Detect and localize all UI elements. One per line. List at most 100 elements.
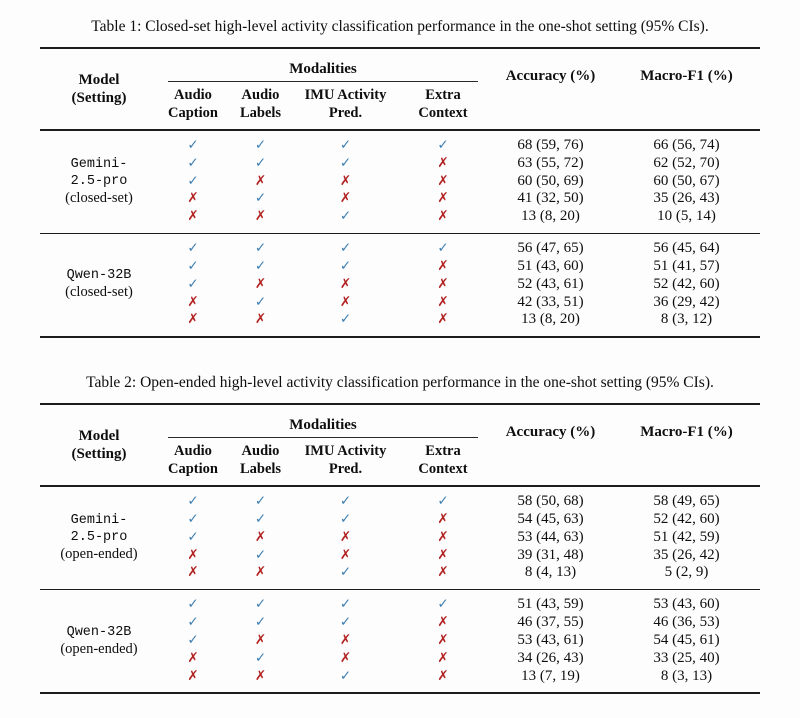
check-icon: ✓ (437, 493, 449, 510)
macro-f1-value: 54 (45, 61) (653, 631, 720, 648)
column-header-macro-f1: Macro-F1 (%) (640, 423, 733, 440)
table2: Model (Setting) Modalities Audio Caption… (40, 403, 760, 695)
accuracy-value: 52 (43, 61) (517, 275, 584, 292)
imu-activity-line1: IMU Activity (304, 443, 387, 460)
audio-labels-line2: Labels (239, 461, 282, 478)
extra-context-line1: Extra (425, 87, 461, 103)
column-header-accuracy: Accuracy (%) (505, 67, 596, 84)
column-header-modalities: Modalities (168, 60, 478, 82)
check-icon: ✓ (437, 240, 449, 257)
check-icon: ✓ (187, 631, 199, 648)
cross-icon: ✗ (339, 293, 352, 310)
check-icon: ✓ (187, 275, 199, 292)
paper-page: Table 1: Closed-set high-level activity … (40, 18, 760, 695)
check-icon: ✓ (339, 596, 352, 613)
macro-f1-value: 36 (29, 42) (653, 293, 720, 310)
macro-f1-value: 51 (42, 59) (653, 528, 720, 545)
cross-icon: ✗ (187, 546, 199, 563)
table1-caption: Table 1: Closed-set high-level activity … (91, 18, 709, 35)
check-icon: ✓ (187, 596, 199, 613)
model-name: Gemini- (70, 156, 128, 172)
macro-f1-value: 52 (42, 60) (653, 275, 720, 292)
accuracy-value: 34 (26, 43) (517, 649, 584, 666)
model-label-cell: Gemini- 2.5-pro (open-ended) (40, 493, 158, 582)
macro-f1-value: 8 (3, 13) (660, 667, 713, 684)
extra-context-line2: Context (418, 105, 468, 121)
check-icon: ✓ (254, 240, 267, 257)
cross-icon: ✗ (187, 190, 199, 207)
model-name: Qwen-32B (66, 624, 132, 640)
column-header-imu-activity-pred: IMU Activity Pred. (293, 82, 398, 126)
model-group-qwen-closed: Qwen-32B (closed-set) ✓ ✓ ✓ ✓ 56 (47, 65) 56 (4… (40, 234, 760, 336)
accuracy-value: 41 (32, 50) (517, 190, 584, 207)
check-icon: ✓ (339, 564, 352, 581)
check-icon: ✓ (254, 546, 267, 563)
cross-icon: ✗ (339, 546, 352, 563)
accuracy-value: 53 (43, 61) (517, 631, 584, 648)
cross-icon: ✗ (437, 172, 449, 189)
column-header-audio-caption: Audio Caption (158, 82, 228, 126)
check-icon: ✓ (339, 493, 352, 510)
model-group-qwen-open: Qwen-32B (open-ended) ✓ ✓ ✓ ✓ 51 (43, 59) 53 (4… (40, 590, 760, 692)
model-name: Gemini- (70, 512, 128, 528)
accuracy-value: 56 (47, 65) (517, 240, 584, 257)
check-icon: ✓ (187, 240, 199, 257)
macro-f1-value: 51 (41, 57) (653, 257, 720, 274)
cross-icon: ✗ (437, 257, 449, 274)
table2-header: Model (Setting) Modalities Audio Caption… (40, 405, 760, 485)
macro-f1-value: 46 (36, 53) (653, 614, 720, 631)
cross-icon: ✗ (187, 667, 199, 684)
macro-f1-value: 66 (56, 74) (653, 137, 720, 153)
accuracy-value: 51 (43, 60) (517, 257, 584, 274)
check-icon: ✓ (254, 510, 267, 527)
check-icon: ✓ (187, 510, 199, 527)
cross-icon: ✗ (437, 649, 449, 666)
audio-labels-line1: Audio (241, 87, 280, 103)
cross-icon: ✗ (254, 667, 267, 684)
check-icon: ✓ (339, 208, 352, 225)
cross-icon: ✗ (437, 631, 449, 648)
imu-activity-line1: IMU Activity (304, 87, 387, 103)
column-header-macro-f1: Macro-F1 (%) (640, 67, 733, 84)
column-header-model: Model (Setting) (40, 51, 158, 126)
cross-icon: ✗ (437, 510, 449, 527)
accuracy-value: 54 (45, 63) (517, 510, 584, 527)
imu-activity-line2: Pred. (328, 461, 363, 478)
check-icon: ✓ (254, 493, 267, 510)
check-icon: ✓ (254, 596, 267, 613)
accuracy-value: 42 (33, 51) (517, 293, 584, 310)
column-header-audio-labels: Audio Labels (228, 438, 293, 482)
audio-labels-line1: Audio (241, 443, 280, 460)
table-rule-bottom (40, 692, 760, 695)
audio-caption-line2: Caption (168, 105, 218, 121)
check-icon: ✓ (254, 137, 267, 153)
cross-icon: ✗ (437, 293, 449, 310)
cross-icon: ✗ (437, 528, 449, 545)
cross-icon: ✗ (437, 154, 449, 171)
accuracy-value: 68 (59, 76) (517, 137, 584, 153)
cross-icon: ✗ (437, 208, 449, 225)
model-header-line1: Model (78, 427, 120, 444)
setting-label: (closed-set) (65, 189, 133, 206)
cross-icon: ✗ (187, 311, 199, 328)
macro-f1-value: 62 (52, 70) (653, 154, 720, 171)
column-header-extra-context: Extra Context (398, 82, 488, 126)
cross-icon: ✗ (437, 614, 449, 631)
audio-caption-line1: Audio (174, 443, 212, 460)
cross-icon: ✗ (254, 528, 267, 545)
cross-icon: ✗ (437, 190, 449, 207)
accuracy-value: 60 (50, 69) (517, 172, 584, 189)
accuracy-value: 8 (4, 13) (524, 564, 577, 581)
cross-icon: ✗ (254, 631, 267, 648)
check-icon: ✓ (187, 493, 199, 510)
table-rule-header (40, 129, 760, 131)
macro-f1-value: 35 (26, 43) (653, 190, 720, 207)
column-header-audio-labels: Audio Labels (228, 82, 293, 126)
check-icon: ✓ (187, 257, 199, 274)
setting-label: (open-ended) (60, 640, 138, 657)
macro-f1-value: 35 (26, 42) (653, 546, 720, 563)
setting-label: (closed-set) (65, 284, 133, 301)
macro-f1-value: 8 (3, 12) (660, 311, 713, 328)
cross-icon: ✗ (437, 311, 449, 328)
cross-icon: ✗ (187, 293, 199, 310)
